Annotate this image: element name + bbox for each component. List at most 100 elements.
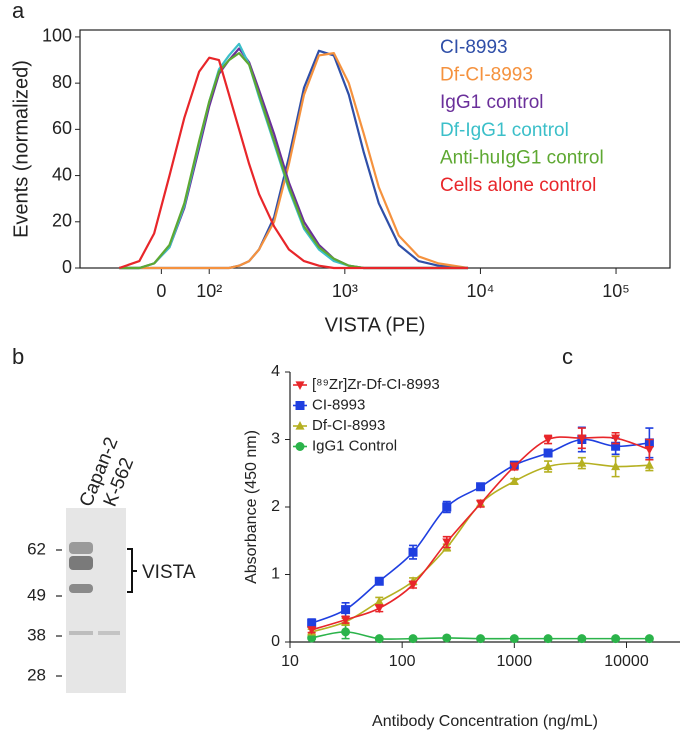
blot-band [69, 542, 93, 554]
point [408, 634, 418, 644]
mw-dashes [56, 549, 62, 677]
blot-band [69, 584, 93, 593]
mw-marker: 28 [27, 665, 46, 684]
band-bracket [127, 548, 137, 593]
blot-membrane [66, 508, 126, 693]
legend-marker [295, 421, 305, 430]
point [644, 446, 654, 455]
point [476, 500, 486, 509]
legend-marker [295, 401, 305, 410]
mw-marker: 62 [27, 539, 46, 558]
point [374, 634, 384, 644]
point [374, 604, 384, 614]
legend-entry: Df-CI-8993 [440, 65, 533, 86]
point [644, 460, 654, 469]
point [341, 627, 351, 637]
fit-line [311, 438, 650, 624]
point [611, 434, 621, 444]
y-tick-label: 4 [271, 363, 280, 380]
point [476, 482, 486, 492]
y-tick-label: 0 [62, 257, 72, 277]
point [408, 581, 418, 590]
histogram-line [119, 49, 469, 270]
point [509, 462, 519, 472]
legend-entry: Cells alone control [440, 175, 596, 196]
point [543, 634, 553, 644]
y-axis-label: Absorbance (450 nm) [243, 430, 260, 584]
point [577, 634, 587, 644]
point [543, 461, 553, 471]
blot-band [69, 556, 93, 570]
x-axis-label: Antibody Concentration (ng/mL) [372, 713, 598, 730]
panel-label: c [562, 344, 573, 369]
y-axis-label: Events (normalized) [10, 60, 32, 238]
legend-entry: Anti-huIgG1 control [440, 147, 604, 168]
point [341, 616, 351, 625]
point [577, 458, 587, 467]
panel-label: b [12, 344, 24, 369]
point [374, 596, 384, 606]
x-tick-label: 1000 [497, 653, 533, 670]
x-tick-label: 10² [196, 281, 222, 301]
legend-entry: CI-8993 [440, 37, 508, 58]
y-tick-label: 20 [52, 211, 72, 231]
y-tick-label: 3 [271, 431, 280, 448]
point [307, 626, 317, 635]
y-tick-label: 80 [52, 72, 72, 92]
legend-entry: IgG1 Control [312, 437, 397, 454]
point [374, 576, 384, 586]
point [611, 441, 621, 451]
blot-band [69, 631, 93, 635]
histogram-line [118, 56, 469, 270]
point [307, 633, 317, 643]
y-tick-label: 2 [271, 498, 280, 515]
legend-entry: IgG1 control [440, 92, 544, 113]
y-tick-label: 0 [271, 633, 280, 650]
legend-entry: Df-CI-8993 [312, 417, 385, 434]
point [644, 634, 654, 644]
point [509, 476, 519, 485]
y-tick-label: 100 [42, 26, 72, 46]
point [307, 618, 317, 628]
point [442, 633, 452, 643]
x-tick-label: 10⁴ [467, 281, 495, 301]
histogram-line [119, 42, 469, 270]
blot: Capan-2 K-562 62 49 38 28 VISTA [27, 434, 196, 693]
histogram-line [119, 47, 469, 270]
legend-marker [295, 442, 305, 451]
point [611, 634, 621, 644]
point [509, 634, 519, 644]
y-tick-label: 1 [271, 566, 280, 583]
blot-band [98, 631, 120, 635]
x-tick-label: 100 [389, 653, 416, 670]
x-tick-label: 0 [156, 281, 166, 301]
point [543, 448, 553, 458]
y-tick-label: 40 [52, 164, 72, 184]
point [611, 461, 621, 471]
x-tick-label: 10000 [604, 653, 649, 670]
legend-entry: Df-IgG1 control [440, 120, 569, 141]
legend-marker [295, 381, 305, 390]
mw-marker: 49 [27, 585, 46, 604]
mw-marker: 38 [27, 625, 46, 644]
point [341, 605, 351, 615]
band-label: VISTA [142, 562, 196, 583]
point [577, 434, 587, 444]
x-tick-label: 10³ [332, 281, 358, 301]
fit-line [311, 436, 650, 631]
panel-label: a [12, 0, 25, 23]
point [476, 634, 486, 644]
point [442, 502, 452, 512]
x-axis-label: VISTA (PE) [325, 314, 426, 336]
y-tick-label: 60 [52, 118, 72, 138]
point [442, 538, 452, 548]
legend-entry: [⁸⁹Zr]Zr-Df-CI-8993 [312, 376, 440, 393]
histogram-line [119, 52, 469, 270]
point [543, 435, 553, 445]
legend-entry: CI-8993 [312, 396, 365, 413]
x-tick-label: 10⁵ [602, 281, 629, 301]
point [408, 547, 418, 557]
x-tick-label: 10 [281, 653, 299, 670]
histogram-line [119, 52, 469, 270]
